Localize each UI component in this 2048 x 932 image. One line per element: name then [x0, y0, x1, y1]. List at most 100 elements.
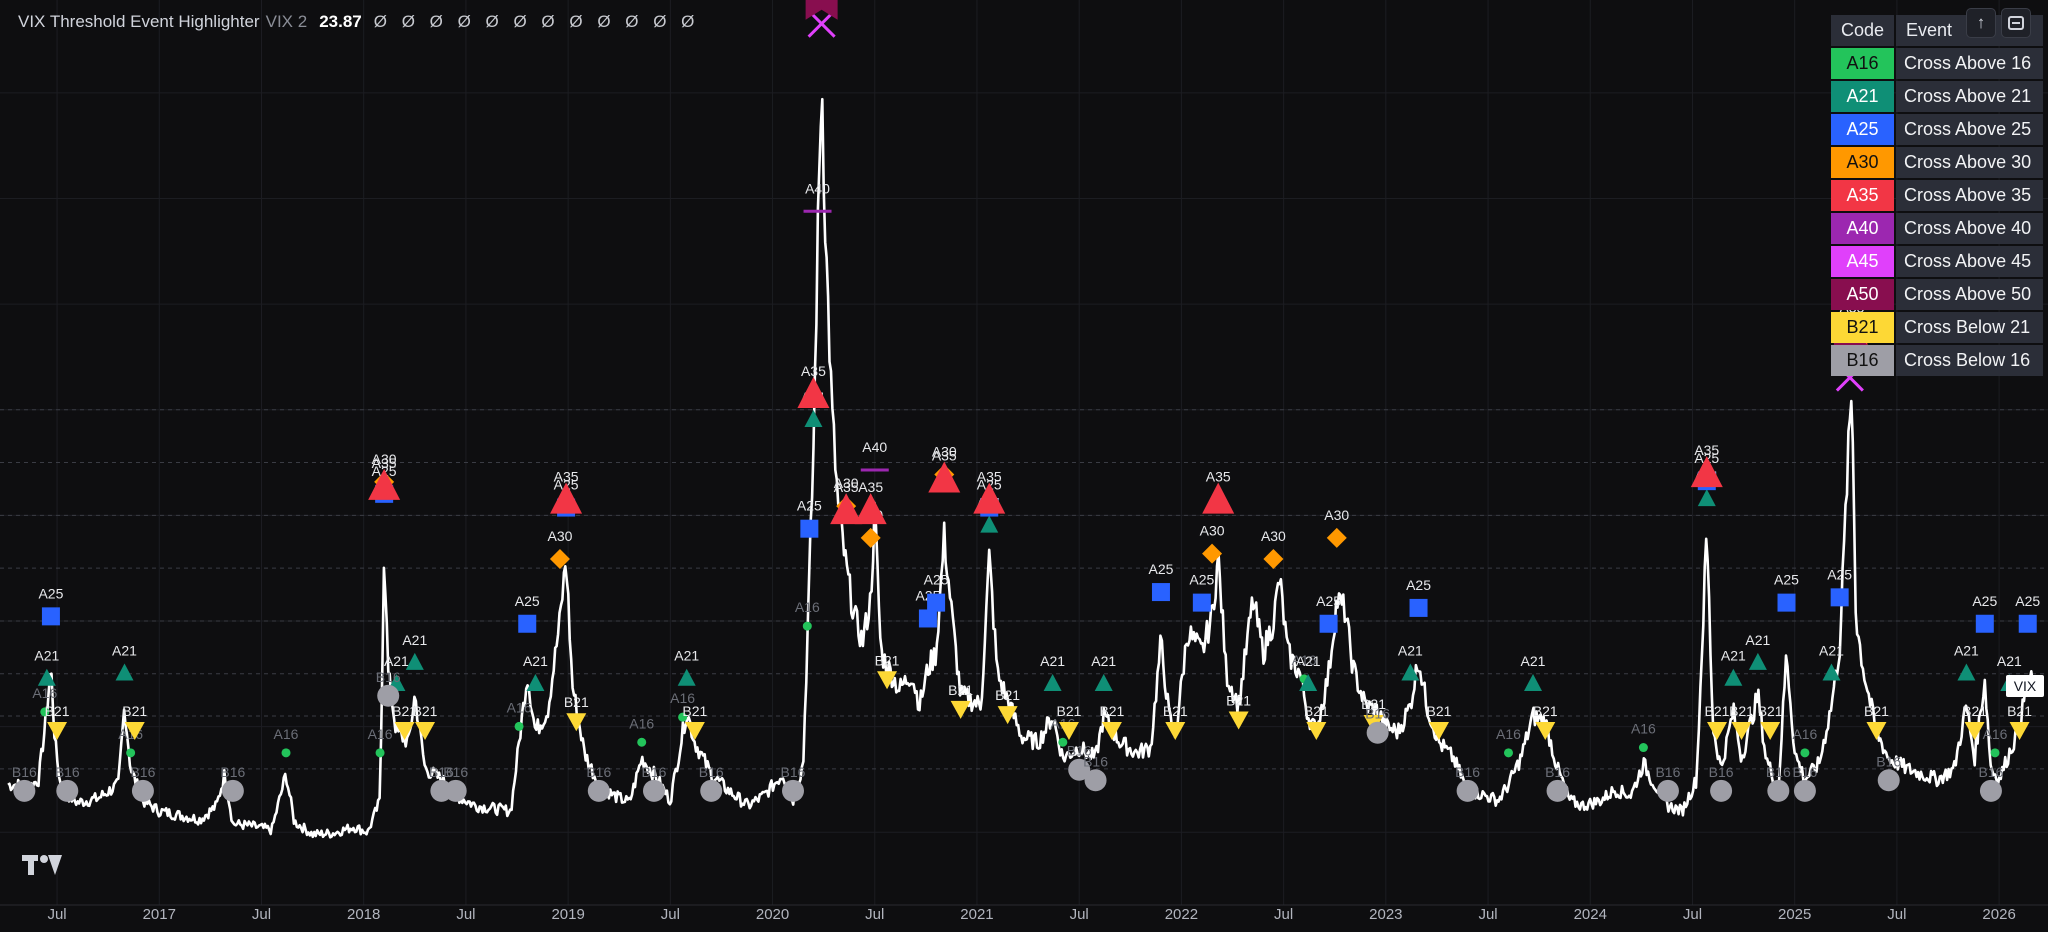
event-marker-b21[interactable]: B21 — [2007, 703, 2032, 740]
event-marker-a21[interactable]: A21 — [1040, 653, 1065, 691]
event-marker-b21[interactable]: B21 — [122, 703, 147, 740]
event-marker-b16[interactable]: B16 — [642, 764, 667, 802]
event-marker-a25[interactable]: A25 — [1774, 572, 1799, 612]
event-marker-a35[interactable]: A35 — [368, 455, 401, 500]
layout-button[interactable] — [2001, 8, 2031, 38]
event-marker-a25[interactable]: A25 — [1972, 593, 1997, 633]
event-marker-a25[interactable]: A25 — [924, 572, 949, 612]
event-marker-b16[interactable]: B16 — [376, 669, 401, 707]
event-marker-b16[interactable]: B16 — [1876, 753, 1901, 792]
event-marker-b21[interactable]: B21 — [1864, 703, 1889, 740]
event-marker-b21[interactable]: B21 — [413, 703, 438, 740]
event-marker-b16[interactable]: B16 — [130, 764, 156, 802]
event-marker-a21[interactable]: A21 — [402, 632, 427, 670]
event-marker-a35[interactable]: A35 — [928, 447, 961, 493]
event-marker-b16[interactable]: B16 — [1709, 764, 1734, 802]
event-marker-b21[interactable]: B21 — [1758, 703, 1783, 740]
event-marker-b21[interactable]: B21 — [564, 694, 589, 732]
event-marker-b21[interactable]: B21 — [1163, 703, 1188, 740]
event-marker-a21[interactable]: A21 — [674, 648, 699, 686]
event-marker-a25[interactable]: A25 — [2015, 593, 2040, 633]
event-marker-a21[interactable]: A21 — [1296, 653, 1321, 691]
event-marker-a21[interactable]: A21 — [1745, 632, 1771, 670]
event-marker-b21[interactable]: B21 — [1226, 692, 1251, 730]
event-marker-a21[interactable]: A21 — [1091, 653, 1116, 691]
event-marker-b16[interactable]: B16 — [1455, 764, 1480, 802]
event-marker-a16[interactable]: A16 — [629, 715, 654, 747]
event-marker-a16[interactable]: A16 — [1496, 726, 1521, 758]
event-marker-b16[interactable]: B16 — [1655, 764, 1681, 802]
event-marker-a30[interactable]: A30 — [1261, 528, 1286, 569]
event-marker-b21[interactable]: B21 — [45, 703, 70, 740]
event-marker-a16[interactable]: A16 — [32, 685, 57, 717]
tradingview-logo-icon[interactable] — [22, 855, 62, 877]
event-marker-b21[interactable]: B21 — [682, 703, 708, 740]
event-marker-a21[interactable]: A21 — [1521, 653, 1546, 691]
event-marker-a16[interactable]: A16 — [1631, 721, 1656, 753]
event-marker-b16[interactable]: B16 — [1766, 764, 1791, 802]
event-marker-a35[interactable]: A35 — [830, 479, 863, 525]
event-marker-a21[interactable]: A21 — [523, 653, 548, 691]
event-marker-a35[interactable]: A35 — [550, 469, 583, 514]
event-marker-b16[interactable]: B16 — [55, 764, 80, 802]
event-marker-a40[interactable]: A40 — [860, 439, 889, 472]
event-marker-b16[interactable]: B16 — [1545, 764, 1570, 802]
event-marker-a25[interactable]: A25 — [38, 585, 64, 626]
event-marker-a21[interactable]: A21 — [1721, 648, 1746, 686]
event-marker-a35[interactable]: A35 — [1690, 442, 1723, 488]
event-marker-a25[interactable]: A25 — [1406, 577, 1431, 617]
event-marker-a16[interactable]: A16 — [368, 726, 393, 758]
event-marker-b16[interactable]: B16 — [1978, 764, 2004, 802]
event-marker-a16[interactable]: A16 — [274, 726, 299, 758]
indicator-legend[interactable]: VIX Threshold Event Highlighter VIX 2 23… — [18, 10, 699, 34]
event-marker-a30[interactable]: A30 — [547, 528, 573, 569]
event-marker-b16[interactable]: B16 — [586, 764, 611, 802]
event-marker-b21[interactable]: B21 — [392, 703, 417, 740]
event-marker-a16[interactable]: A16 — [507, 699, 532, 731]
event-marker-a25[interactable]: A25 — [797, 498, 822, 538]
event-marker-b16[interactable]: B16 — [781, 764, 806, 802]
event-marker-a16[interactable]: A16 — [1292, 652, 1317, 684]
event-marker-a25[interactable]: A25 — [1189, 572, 1215, 612]
event-marker-a50[interactable]: A50 — [805, 0, 838, 20]
event-marker-b21[interactable]: B21 — [995, 687, 1020, 725]
event-marker-a16[interactable]: A16 — [795, 599, 820, 631]
event-marker-a25[interactable]: A25 — [1149, 561, 1174, 602]
event-marker-a35[interactable]: A35 — [797, 363, 830, 408]
event-marker-b16[interactable]: B16 — [220, 764, 246, 802]
event-marker-b16[interactable]: B16 — [12, 764, 37, 802]
event-marker-a25[interactable]: A25 — [1316, 593, 1341, 633]
event-marker-a21[interactable]: A21 — [34, 648, 60, 686]
event-marker-b21[interactable]: B21 — [948, 682, 973, 719]
event-marker-b21[interactable]: B21 — [1304, 703, 1329, 740]
event-marker-a40[interactable]: A40 — [803, 180, 832, 213]
event-marker-a35[interactable]: A35 — [1202, 469, 1235, 514]
event-marker-a21[interactable]: A21 — [1819, 642, 1844, 681]
event-marker-a21[interactable]: A21 — [1398, 642, 1423, 681]
event-marker-a25[interactable]: A25 — [515, 593, 540, 633]
event-marker-a16[interactable]: A16 — [670, 690, 695, 722]
event-marker-a25[interactable]: A25 — [1827, 566, 1852, 607]
event-marker-b21[interactable]: B21 — [1705, 703, 1730, 740]
event-marker-b21[interactable]: B21 — [1099, 703, 1125, 740]
event-marker-b21[interactable]: B21 — [1962, 703, 1987, 740]
event-marker-a21[interactable]: A21 — [112, 642, 137, 681]
event-marker-a30[interactable]: A30 — [1324, 507, 1349, 548]
event-marker-b21[interactable]: B21 — [1729, 703, 1754, 740]
event-marker-b16[interactable]: B16 — [1365, 706, 1390, 744]
event-marker-b16[interactable]: B16 — [699, 764, 724, 802]
event-marker-b21[interactable]: B21 — [1057, 703, 1082, 740]
event-marker-b16[interactable]: B16 — [443, 764, 468, 802]
event-marker-a30[interactable]: A30 — [1200, 523, 1225, 564]
event-marker-b21[interactable]: B21 — [1533, 703, 1558, 740]
event-marker-a35[interactable]: A35 — [854, 479, 887, 525]
share-button[interactable]: ↑ — [1966, 8, 1996, 38]
event-marker-b21[interactable]: B21 — [875, 652, 900, 690]
event-marker-b16[interactable]: B16 — [1792, 764, 1818, 802]
event-marker-a16[interactable]: A16 — [1792, 726, 1818, 758]
event-marker-a16[interactable]: A16 — [1983, 726, 2008, 758]
event-marker-b16[interactable]: B16 — [1067, 743, 1092, 781]
event-marker-b21[interactable]: B21 — [1427, 703, 1452, 740]
